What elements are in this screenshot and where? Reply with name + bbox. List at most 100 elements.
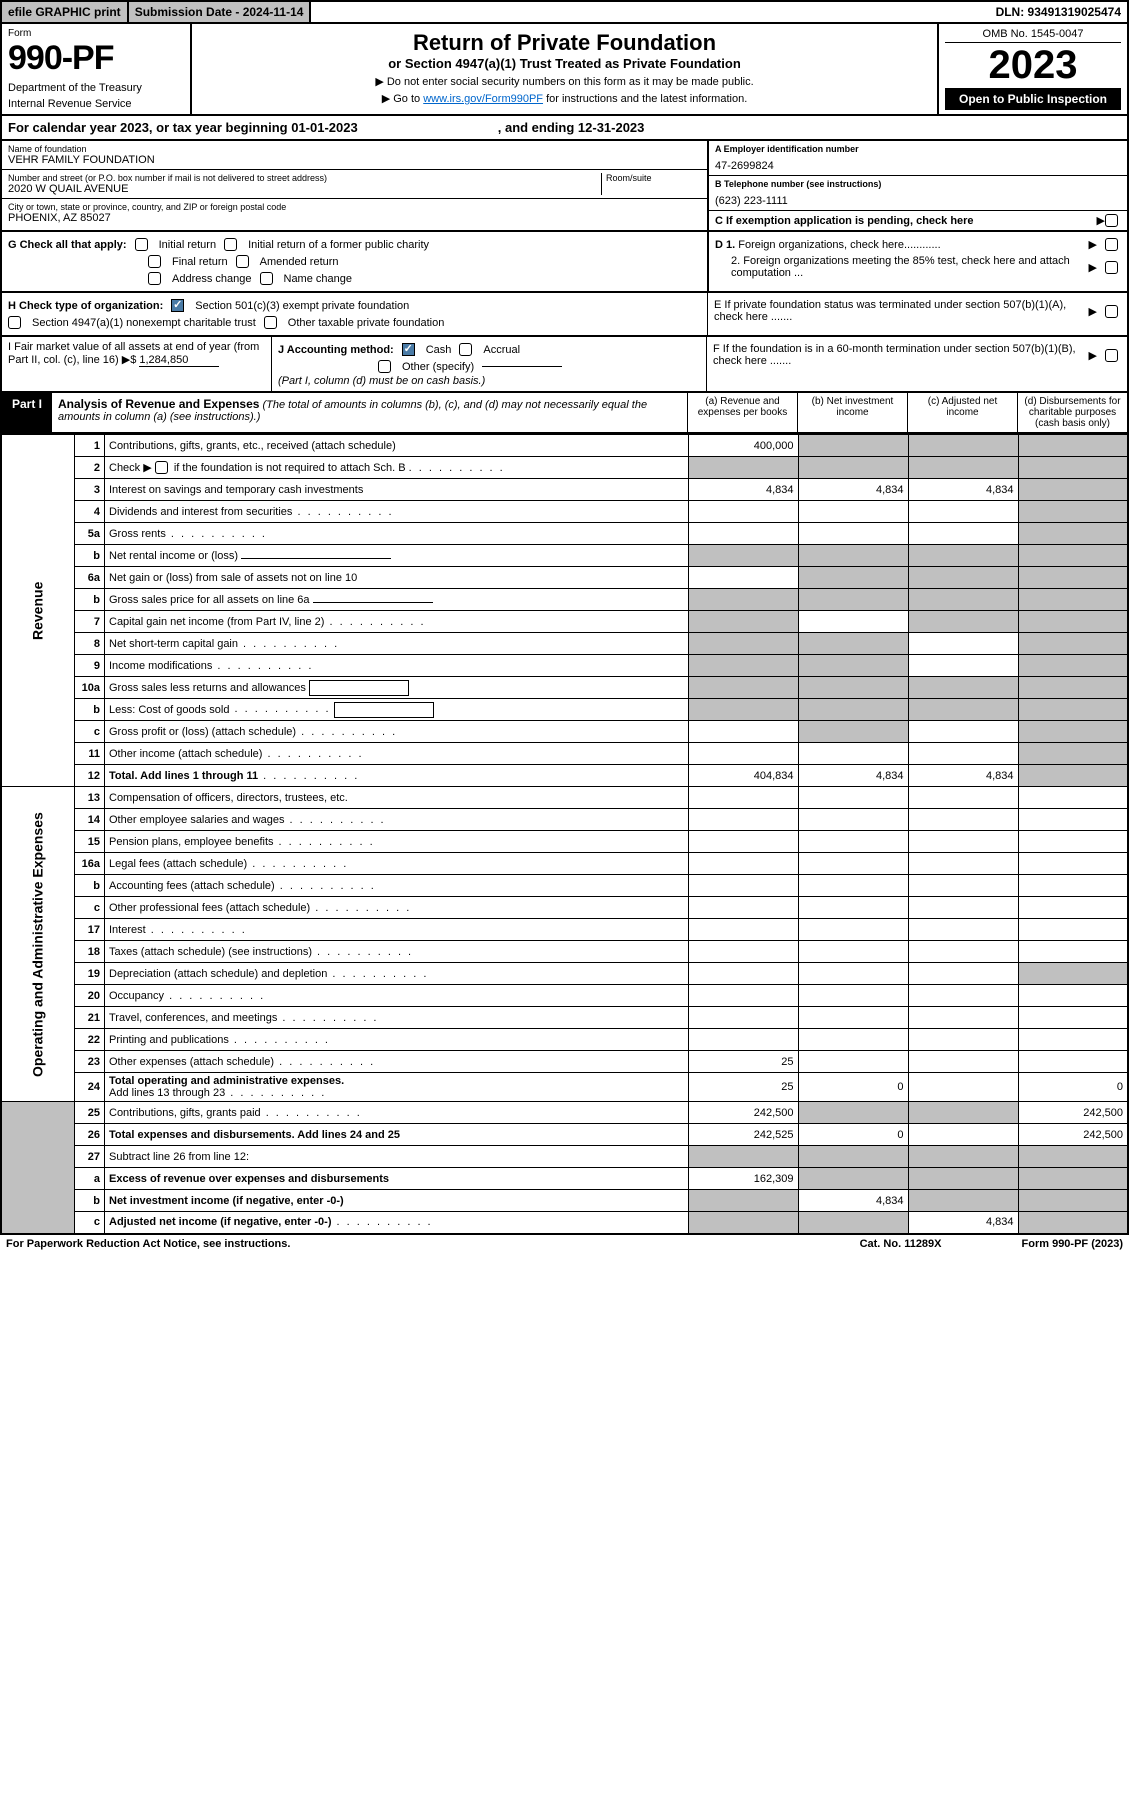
r13: Compensation of officers, directors, tru… [105,787,689,809]
initial-return-cb[interactable] [135,238,148,251]
r8: Net short-term capital gain [105,633,689,655]
cash-cb[interactable] [402,343,415,356]
d2-cb[interactable] [1105,261,1118,274]
top-bar: efile GRAPHIC print Submission Date - 20… [0,0,1129,24]
r10b: Less: Cost of goods sold [109,703,331,715]
calendar-year-row: For calendar year 2023, or tax year begi… [0,116,1129,141]
cal-begin: For calendar year 2023, or tax year begi… [8,120,358,135]
i-value: 1,284,850 [139,354,219,367]
form990pf-link[interactable]: www.irs.gov/Form990PF [423,93,543,105]
accrual-cb[interactable] [459,343,472,356]
initial-pub: Initial return of a former public charit… [248,239,429,251]
r1: Contributions, gifts, grants, etc., rece… [105,435,689,457]
4947-cb[interactable] [8,316,21,329]
r15: Pension plans, employee benefits [105,831,689,853]
d1-cb[interactable] [1105,238,1118,251]
revenue-label: Revenue [1,435,75,787]
j-note: (Part I, column (d) must be on cash basi… [278,375,700,387]
part1-title: Analysis of Revenue and Expenses [58,397,259,411]
entity-info: Name of foundation VEHR FAMILY FOUNDATIO… [0,141,1129,232]
form-label: Form [8,28,184,39]
schb-cb[interactable] [155,461,168,474]
r26a: 242,525 [688,1124,798,1146]
form-subtitle: or Section 4947(a)(1) Trust Treated as P… [198,56,931,71]
part1-label: Part I [2,393,52,432]
r27: Subtract line 26 from line 12: [105,1146,689,1168]
ein-value: 47-2699824 [715,160,1121,172]
f-cb[interactable] [1105,349,1118,362]
r2-pre: Check ▶ [109,462,152,474]
r5b: Net rental income or (loss) [109,550,238,562]
name-change: Name change [284,273,353,285]
r24b-text: Add lines 13 through 23 [109,1087,326,1099]
initial-return: Initial return [159,239,216,251]
addr-label: Number and street (or P.O. box number if… [8,173,601,183]
form-number: 990-PF [8,39,184,78]
cal-end: , and ending 12-31-2023 [498,120,645,135]
501c3-cb[interactable] [171,299,184,312]
r23a: 25 [688,1051,798,1073]
goto-pre: ▶ Go to [382,93,423,105]
other-tax: Other taxable private foundation [288,317,445,329]
form-ref: Form 990-PF (2023) [1022,1238,1123,1250]
r22: Printing and publications [105,1029,689,1051]
r24a: 25 [688,1073,798,1102]
final-return: Final return [172,256,228,268]
r16a: Legal fees (attach schedule) [105,853,689,875]
r27bb: 4,834 [798,1190,908,1212]
r7: Capital gain net income (from Part IV, l… [105,611,689,633]
e-label: E If private foundation status was termi… [714,299,1081,323]
name-label: Name of foundation [8,144,701,154]
c-checkbox[interactable] [1105,214,1118,227]
city-state-zip: PHOENIX, AZ 85027 [8,212,701,224]
r5a: Gross rents [105,523,689,545]
form-title: Return of Private Foundation [198,30,931,56]
initial-pub-cb[interactable] [224,238,237,251]
d1: Foreign organizations, check here.......… [738,239,940,251]
r3b: 4,834 [798,479,908,501]
r4: Dividends and interest from securities [105,501,689,523]
pra-notice: For Paperwork Reduction Act Notice, see … [6,1238,290,1250]
4947: Section 4947(a)(1) nonexempt charitable … [32,317,256,329]
efile-print-btn[interactable]: efile GRAPHIC print [2,2,129,22]
ein-label: A Employer identification number [715,144,1121,154]
r12b: 4,834 [798,765,908,787]
r18: Taxes (attach schedule) (see instruction… [105,941,689,963]
addr-change-cb[interactable] [148,272,161,285]
r2-post: if the foundation is not required to att… [174,462,406,474]
street-address: 2020 W QUAIL AVENUE [8,183,601,195]
r23: Other expenses (attach schedule) [105,1051,689,1073]
r27c: Adjusted net income (if negative, enter … [109,1216,331,1228]
e-cb[interactable] [1105,305,1118,318]
501c3: Section 501(c)(3) exempt private foundat… [195,300,409,312]
col-c: (c) Adjusted net income [907,393,1017,432]
r27cc: 4,834 [908,1212,1018,1234]
d2: 2. Foreign organizations meeting the 85%… [715,255,1081,279]
addr-change: Address change [172,273,252,285]
r10c: Gross profit or (loss) (attach schedule) [105,721,689,743]
r16b: Accounting fees (attach schedule) [105,875,689,897]
amended-cb[interactable] [236,255,249,268]
submission-date: Submission Date - 2024-11-14 [129,2,312,22]
tel-value: (623) 223-1111 [715,195,1121,207]
g-d-section: G Check all that apply: Initial return I… [0,232,1129,293]
final-return-cb[interactable] [148,255,161,268]
r27aa: 162,309 [688,1168,798,1190]
r24: Total operating and administrative expen… [109,1075,344,1087]
r11: Other income (attach schedule) [105,743,689,765]
r10a: Gross sales less returns and allowances [109,681,306,693]
r21: Travel, conferences, and meetings [105,1007,689,1029]
r20: Occupancy [105,985,689,1007]
part1-header: Part I Analysis of Revenue and Expenses … [0,393,1129,434]
other-tax-cb[interactable] [264,316,277,329]
city-label: City or town, state or province, country… [8,202,701,212]
ssn-note: ▶ Do not enter social security numbers o… [198,75,931,88]
r25a: 242,500 [688,1102,798,1124]
irs-label: Internal Revenue Service [8,98,184,110]
r3: Interest on savings and temporary cash i… [105,479,689,501]
col-a: (a) Revenue and expenses per books [687,393,797,432]
arrow-icon: ▶ [1097,214,1105,227]
other-acct-cb[interactable] [378,360,391,373]
page-footer: For Paperwork Reduction Act Notice, see … [0,1235,1129,1253]
name-change-cb[interactable] [260,272,273,285]
